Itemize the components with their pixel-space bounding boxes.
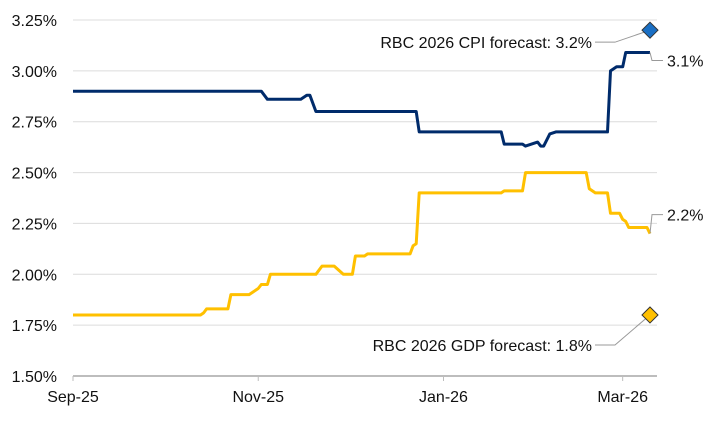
x-axis: Sep-25 Nov-25 Jan-26 Mar-26 bbox=[47, 375, 657, 406]
gdp_forecast-diamond-marker bbox=[641, 306, 659, 324]
cpi_forecast-diamond-marker bbox=[641, 21, 659, 39]
gdp_forecast-leader bbox=[595, 314, 651, 346]
cpi_forecast-leader bbox=[595, 29, 651, 43]
gridlines bbox=[73, 19, 657, 326]
y-tick-label: 2.00% bbox=[12, 267, 57, 284]
gdp-end-leader bbox=[649, 214, 663, 234]
x-tick-label: Mar-26 bbox=[597, 389, 648, 406]
cpi-line bbox=[73, 51, 650, 148]
cpi-end-label: 3.1% bbox=[667, 54, 703, 71]
annotations: 3.1% 2.2% RBC 2026 CPI forecast: 3.2% RBC 2… bbox=[373, 21, 703, 355]
y-tick-label: 3.25% bbox=[12, 13, 57, 30]
y-tick-label: 2.25% bbox=[12, 216, 57, 233]
y-axis: 1.50% 1.75% 2.00% 2.25% 2.50% 2.75% 3.00% 3.25% bbox=[12, 13, 57, 386]
series-lines bbox=[73, 51, 652, 317]
y-tick-label: 2.75% bbox=[12, 115, 57, 132]
x-tick-label: Nov-25 bbox=[232, 389, 284, 406]
x-tick-label: Jan-26 bbox=[419, 389, 468, 406]
x-tick-label: Sep-25 bbox=[47, 389, 99, 406]
y-tick-label: 2.50% bbox=[12, 166, 57, 183]
y-tick-label: 3.00% bbox=[12, 64, 57, 81]
gdp-line bbox=[73, 171, 652, 317]
cpi_forecast-label: RBC 2026 CPI forecast: 3.2% bbox=[380, 35, 592, 52]
cpi-end-leader bbox=[649, 52, 663, 62]
y-tick-label: 1.75% bbox=[12, 318, 57, 335]
y-tick-label: 1.50% bbox=[12, 369, 57, 386]
gdp-end-label: 2.2% bbox=[667, 208, 703, 225]
gdp_forecast-label: RBC 2026 GDP forecast: 1.8% bbox=[373, 338, 592, 355]
